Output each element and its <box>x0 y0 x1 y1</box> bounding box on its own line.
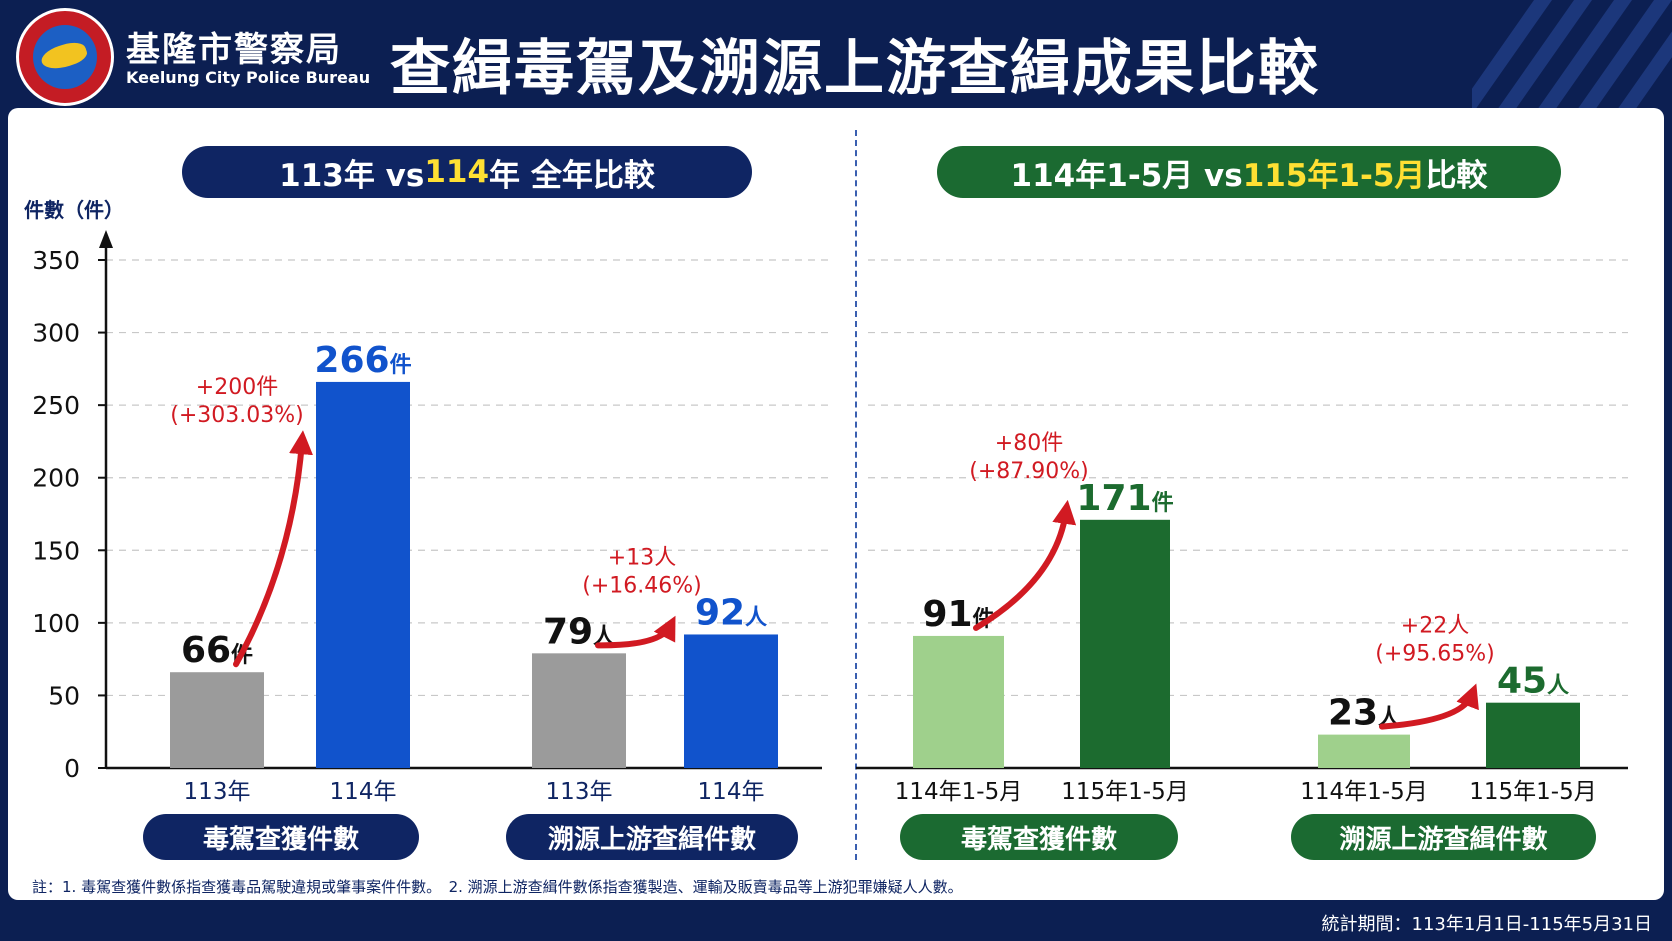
agency-name-cn: 基隆市警察局 <box>126 30 342 70</box>
left-group2-label: 溯源上游查緝件數 <box>506 814 798 860</box>
agency-name-en: Keelung City Police Bureau <box>126 68 371 87</box>
right-title-part2: 比較 <box>1425 157 1488 194</box>
chart-card <box>8 108 1664 900</box>
right-group2-label: 溯源上游查緝件數 <box>1291 814 1596 860</box>
footnote: 註：1. 毒駕查獲件數係指查獲毒品駕駛違規或肇事案件件數。 2. 溯源上游查緝件… <box>32 878 963 896</box>
left-panel-title: 113年 vs 114 年 全年比較 <box>182 146 752 198</box>
header: 基隆市警察局 Keelung City Police Bureau 查緝毒駕及溯… <box>0 0 1672 108</box>
right-title-highlight: 115年1-5月 <box>1242 157 1426 194</box>
page-title: 查緝毒駕及溯源上游查緝成果比較 <box>390 34 1320 104</box>
police-logo <box>16 8 114 106</box>
header-decoration <box>1472 0 1672 108</box>
logo-emblem <box>33 25 97 89</box>
right-title-part1: 114年1-5月 vs <box>1010 157 1243 194</box>
logo-bird-icon <box>38 38 90 74</box>
right-panel-title: 114年1-5月 vs 115年1-5月 比較 <box>937 146 1561 198</box>
left-title-part2: 年 全年比較 <box>489 157 655 194</box>
statistics-period: 統計期間：113年1月1日-115年5月31日 <box>1321 914 1652 935</box>
right-group1-label: 毒駕查獲件數 <box>900 814 1178 860</box>
panel-divider <box>855 130 857 860</box>
left-title-highlight: 114 <box>424 154 490 190</box>
left-group1-label: 毒駕查獲件數 <box>143 814 419 860</box>
left-title-part1: 113年 vs <box>279 157 425 194</box>
